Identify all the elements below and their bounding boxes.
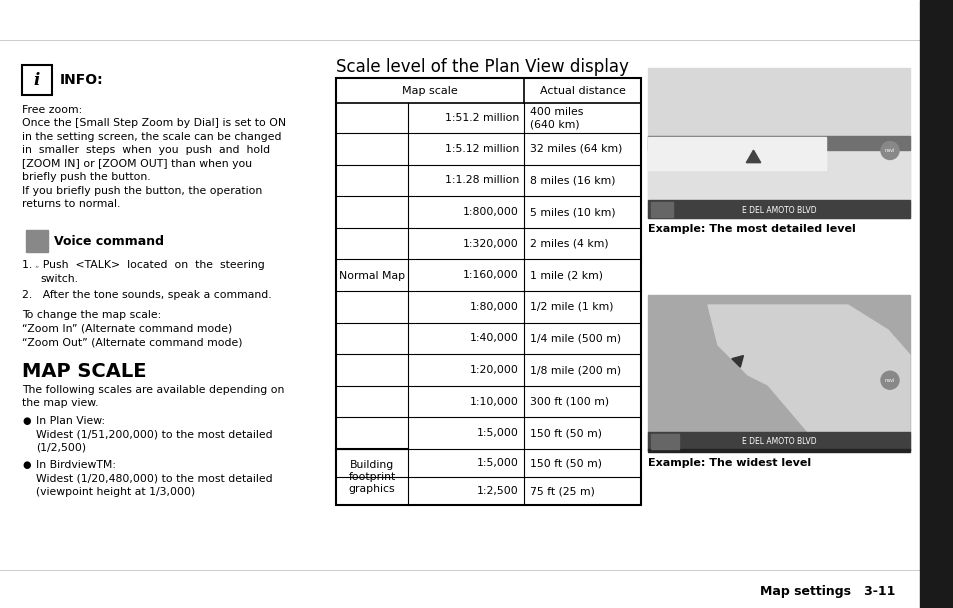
Circle shape <box>880 371 898 389</box>
Text: “Zoom Out” (Alternate command mode): “Zoom Out” (Alternate command mode) <box>22 337 242 347</box>
Text: 1:320,000: 1:320,000 <box>463 238 518 249</box>
Text: INFO:: INFO: <box>60 73 104 87</box>
Text: 1:5,000: 1:5,000 <box>476 428 518 438</box>
Bar <box>650 434 679 449</box>
Text: ,,: ,, <box>34 260 40 269</box>
Text: i: i <box>33 72 40 89</box>
Text: navi: navi <box>883 148 894 153</box>
Text: 150 ft (50 m): 150 ft (50 m) <box>530 458 601 468</box>
Text: 1:20,000: 1:20,000 <box>470 365 518 375</box>
Text: Map settings   3-11: Map settings 3-11 <box>759 585 894 598</box>
Text: E DEL AMOTO BLVD: E DEL AMOTO BLVD <box>740 206 816 215</box>
Bar <box>647 200 909 218</box>
Bar <box>647 136 909 150</box>
Text: 2 miles (4 km): 2 miles (4 km) <box>530 238 608 249</box>
Text: [ZOOM IN] or [ZOOM OUT] than when you: [ZOOM IN] or [ZOOM OUT] than when you <box>22 159 252 168</box>
Text: Free zoom:: Free zoom: <box>22 105 82 115</box>
Text: in the setting screen, the scale can be changed: in the setting screen, the scale can be … <box>22 131 281 142</box>
Text: “Zoom In” (Alternate command mode): “Zoom In” (Alternate command mode) <box>22 323 232 334</box>
Text: switch.: switch. <box>40 274 78 283</box>
Text: in  smaller  steps  when  you  push  and  hold: in smaller steps when you push and hold <box>22 145 270 155</box>
Text: E DEL AMOTO BLVD: E DEL AMOTO BLVD <box>740 438 816 446</box>
Text: 1:800,000: 1:800,000 <box>462 207 518 217</box>
Text: 1/2 mile (1 km): 1/2 mile (1 km) <box>530 302 613 312</box>
Text: returns to normal.: returns to normal. <box>22 199 120 209</box>
Text: ●: ● <box>22 460 30 470</box>
Bar <box>647 449 909 452</box>
Text: 1:51.2 million: 1:51.2 million <box>444 113 518 123</box>
Text: If you briefly push the button, the operation: If you briefly push the button, the oper… <box>22 185 262 196</box>
Text: Actual distance: Actual distance <box>539 86 625 95</box>
Text: 1:80,000: 1:80,000 <box>470 302 518 312</box>
Text: 1/4 mile (500 m): 1/4 mile (500 m) <box>530 333 620 344</box>
Text: Widest (1/51,200,000) to the most detailed: Widest (1/51,200,000) to the most detail… <box>36 429 273 440</box>
Text: 1:5.12 million: 1:5.12 million <box>444 144 518 154</box>
Text: 1:2,500: 1:2,500 <box>476 486 518 496</box>
Bar <box>647 295 909 450</box>
Bar <box>647 137 825 170</box>
Text: 8 miles (16 km): 8 miles (16 km) <box>530 175 615 185</box>
Text: 1:40,000: 1:40,000 <box>470 333 518 344</box>
Text: 1:5,000: 1:5,000 <box>476 458 518 468</box>
Text: E Del Amo Blvd: E Del Amo Blvd <box>710 138 768 147</box>
Text: Normal Map: Normal Map <box>338 271 405 281</box>
Text: To change the map scale:: To change the map scale: <box>22 310 161 320</box>
Text: Voice command: Voice command <box>54 235 164 247</box>
Text: Map scale: Map scale <box>402 86 457 95</box>
Text: navi: navi <box>883 378 894 383</box>
Text: 1:1.28 million: 1:1.28 million <box>444 175 518 185</box>
Text: Example: The widest level: Example: The widest level <box>647 458 810 468</box>
Bar <box>335 78 640 505</box>
Text: Building
footprint
graphics: Building footprint graphics <box>348 460 395 494</box>
Text: 2.   After the tone sounds, speak a command.: 2. After the tone sounds, speak a comman… <box>22 290 272 300</box>
Text: 32 miles (64 km): 32 miles (64 km) <box>530 144 621 154</box>
Bar <box>919 0 953 608</box>
Text: 1.   Push  <TALK>  located  on  the  steering: 1. Push <TALK> located on the steering <box>22 260 265 270</box>
Text: 1/8 mile (200 m): 1/8 mile (200 m) <box>530 365 620 375</box>
Text: Once the [Small Step Zoom by Dial] is set to ON: Once the [Small Step Zoom by Dial] is se… <box>22 118 286 128</box>
Text: 1 mile (2 km): 1 mile (2 km) <box>530 270 602 280</box>
Bar <box>26 230 48 252</box>
Text: MAP SCALE: MAP SCALE <box>22 362 147 381</box>
Text: 300 ft (100 m): 300 ft (100 m) <box>530 396 608 407</box>
Text: briefly push the button.: briefly push the button. <box>22 172 151 182</box>
Text: In Plan View:: In Plan View: <box>36 416 105 426</box>
Bar <box>647 151 909 218</box>
Bar <box>22 65 52 95</box>
Text: The following scales are available depending on: The following scales are available depen… <box>22 385 284 395</box>
Text: 400 miles
(640 km): 400 miles (640 km) <box>530 107 583 130</box>
Text: (viewpoint height at 1/3,000): (viewpoint height at 1/3,000) <box>36 487 195 497</box>
Text: 1:160,000: 1:160,000 <box>463 270 518 280</box>
Text: Scale level of the Plan View display: Scale level of the Plan View display <box>335 58 628 76</box>
Bar <box>647 68 909 218</box>
Text: In BirdviewTM:: In BirdviewTM: <box>36 460 116 470</box>
Text: the map view.: the map view. <box>22 398 98 409</box>
Text: 5 miles (10 km): 5 miles (10 km) <box>530 207 615 217</box>
Circle shape <box>880 142 898 159</box>
Text: Widest (1/20,480,000) to the most detailed: Widest (1/20,480,000) to the most detail… <box>36 474 273 483</box>
Bar <box>650 202 672 217</box>
Bar <box>647 432 909 450</box>
Text: 1:10,000: 1:10,000 <box>470 396 518 407</box>
Text: (1/2,500): (1/2,500) <box>36 443 86 453</box>
Polygon shape <box>707 305 909 432</box>
Text: ●: ● <box>22 416 30 426</box>
Text: 150 ft (50 m): 150 ft (50 m) <box>530 428 601 438</box>
Text: 75 ft (25 m): 75 ft (25 m) <box>530 486 595 496</box>
Text: Example: The most detailed level: Example: The most detailed level <box>647 224 855 234</box>
